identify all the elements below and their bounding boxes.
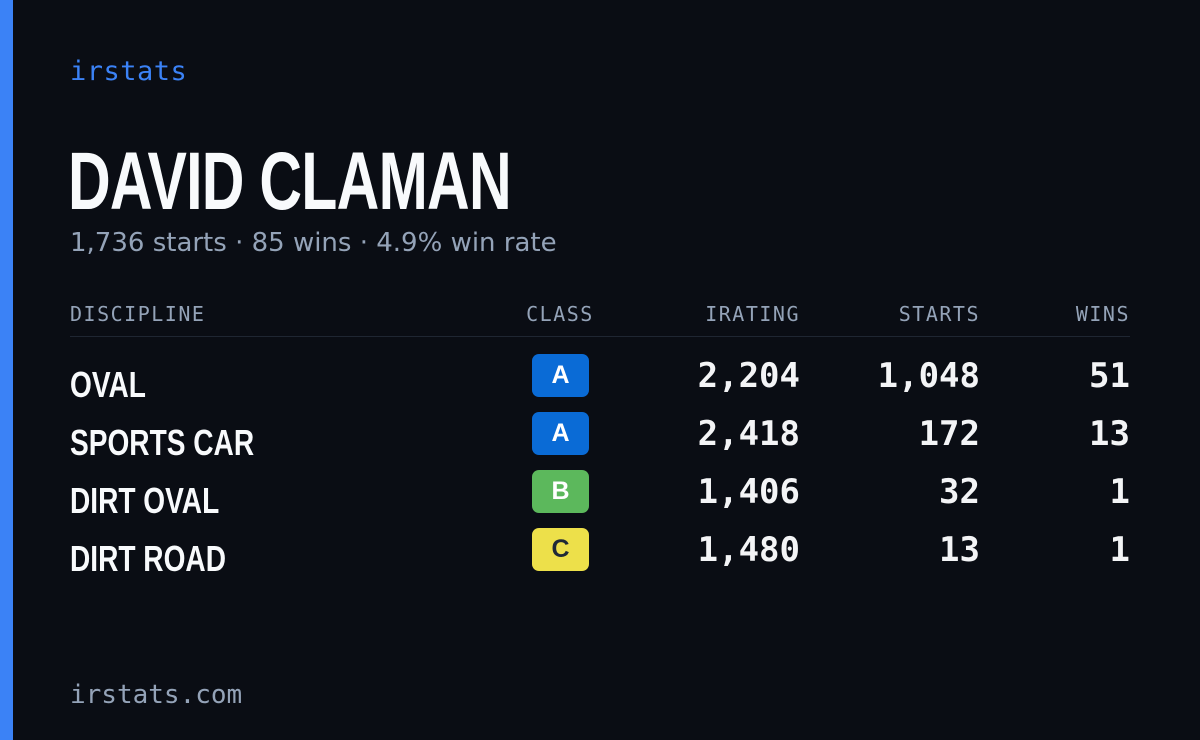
header-divider — [70, 336, 1130, 337]
header-class-label: CLASS — [526, 302, 594, 326]
header-starts: STARTS — [898, 302, 980, 326]
wins-value: 51 — [1089, 356, 1130, 396]
header-wins: WINS — [1075, 302, 1130, 326]
brand-logo: irstats — [70, 56, 188, 87]
starts-value: 32 — [939, 472, 980, 512]
discipline-name: DIRT ROAD — [70, 538, 226, 579]
table-row-dirt-road: DIRT ROAD C 1,480 13 1 — [70, 528, 1130, 586]
wins-value: 1 — [1109, 530, 1130, 570]
irating-value: 2,418 — [697, 414, 800, 454]
table-row-sports-car: SPORTS CAR A 2,418 172 13 — [70, 412, 1130, 470]
irating-value: 1,406 — [697, 472, 800, 512]
discipline-name: SPORTS CAR — [70, 422, 255, 463]
class-badge: C — [532, 528, 589, 571]
header-irating: IRATING — [705, 302, 800, 326]
class-badge: B — [532, 470, 589, 513]
driver-name: DAVID CLAMAN — [68, 136, 512, 227]
starts-value: 172 — [918, 414, 980, 454]
header-discipline: DISCIPLINE — [70, 302, 206, 326]
footer-url: irstats.com — [70, 680, 243, 710]
table-row-dirt-oval: DIRT OVAL B 1,406 32 1 — [70, 470, 1130, 528]
wins-value: 13 — [1089, 414, 1130, 454]
driver-summary: 1,736 starts · 85 wins · 4.9% win rate — [70, 228, 557, 258]
irating-value: 1,480 — [697, 530, 800, 570]
starts-value: 1,048 — [877, 356, 980, 396]
discipline-name: OVAL — [70, 364, 146, 405]
class-badge: A — [532, 412, 589, 455]
starts-value: 13 — [939, 530, 980, 570]
irating-value: 2,204 — [697, 356, 800, 396]
discipline-name: DIRT OVAL — [70, 480, 220, 521]
class-badge: A — [532, 354, 589, 397]
wins-value: 1 — [1109, 472, 1130, 512]
table-row-oval: OVAL A 2,204 1,048 51 — [70, 354, 1130, 412]
accent-bar — [0, 0, 13, 740]
